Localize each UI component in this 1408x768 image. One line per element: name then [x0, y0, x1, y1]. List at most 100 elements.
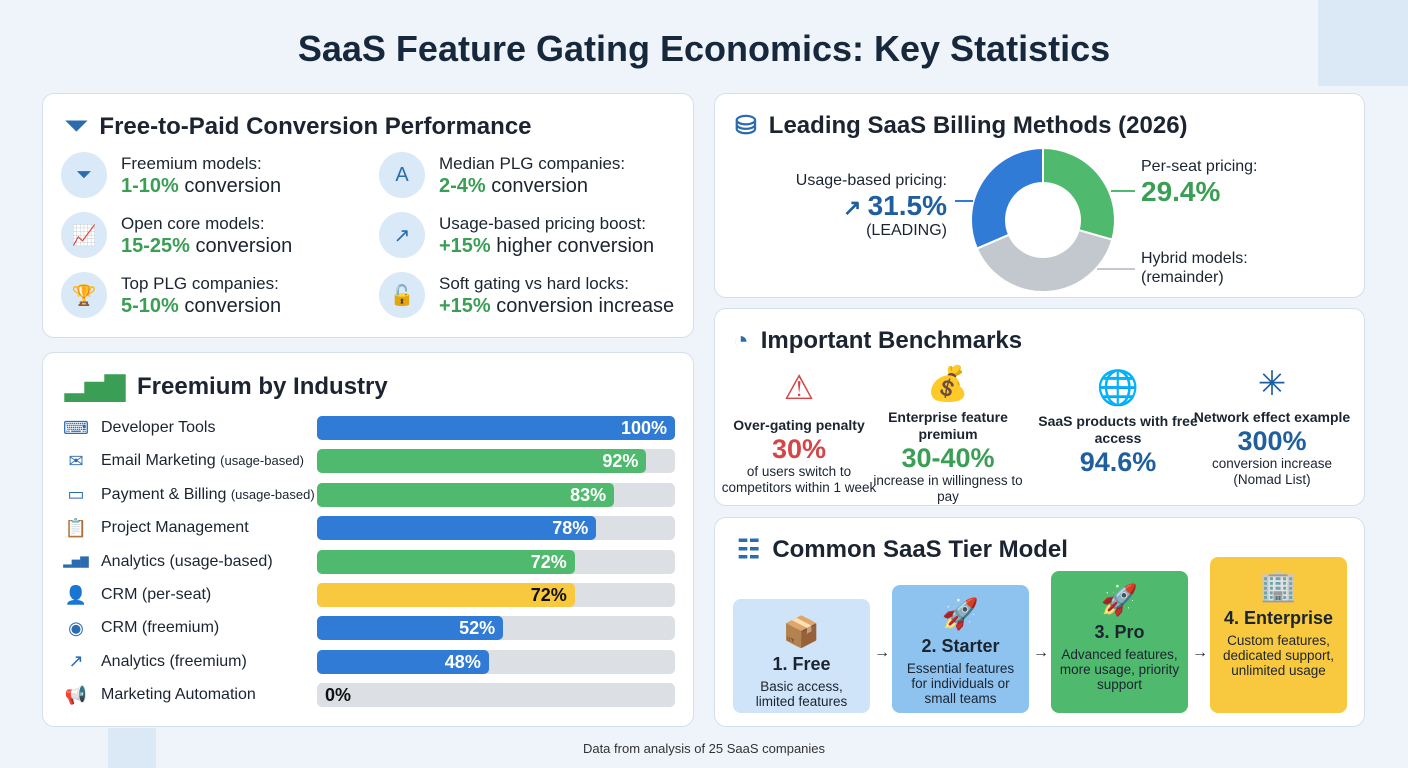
- benchmark-value: 30-40%: [901, 443, 995, 473]
- trophy-icon: 🏆: [61, 272, 107, 318]
- conversion-stat: ⏷ Freemium models: 1-10% conversion: [61, 152, 281, 198]
- hybrid-legend: Hybrid models: (remainder): [1141, 249, 1248, 287]
- envelope-icon: ✉: [68, 450, 84, 471]
- box-icon: 📦: [782, 616, 821, 649]
- benchmark-subtext: conversion increase (Nomad List): [1211, 456, 1333, 487]
- bar-value-label: 92%: [602, 451, 639, 472]
- stat-value: 1-10%: [121, 174, 179, 197]
- coins-stack-icon: ⛁: [735, 110, 757, 140]
- donut-slice: [970, 146, 1044, 250]
- industry-bar-track: 100%: [317, 416, 675, 440]
- industry-row: ⌨ Developer Tools: [63, 415, 215, 441]
- seat-legend: Per-seat pricing: 29.4%: [1141, 158, 1258, 208]
- industry-bar: 78%: [317, 516, 597, 541]
- stat-value: 15-25%: [121, 234, 190, 257]
- stat-value: 5-10%: [121, 294, 179, 317]
- arrow-right-icon: →: [874, 644, 890, 661]
- benchmark-item: ✳ Network effect example 300% conversion…: [1187, 359, 1357, 488]
- benchmark-item: 💰 Enterprise feature premium 30-40% incr…: [863, 359, 1033, 505]
- decor-square: [108, 728, 156, 768]
- bar-value-label: 100%: [620, 418, 667, 438]
- tier-description: Essential features for individuals or sm…: [906, 661, 1015, 706]
- tiers-title: ☷ Common SaaS Tier Model: [737, 534, 1068, 565]
- rocket-icon: 🚀: [1100, 584, 1139, 617]
- tiers-card: ☷ Common SaaS Tier Model 📦 1. Free Basic…: [714, 517, 1365, 727]
- arrow-right-icon: →: [1033, 644, 1049, 661]
- usage-value: 31.5%: [867, 190, 947, 221]
- industry-label: CRM (per-seat): [101, 586, 212, 603]
- industry-label: Marketing Automation: [101, 686, 256, 704]
- tier-name: 4. Enterprise: [1223, 608, 1334, 628]
- conversion-stat: A Median PLG companies: 2-4% conversion: [379, 152, 625, 198]
- benchmark-item: 🌐 SaaS products with free access 94.6%: [1033, 363, 1203, 477]
- industry-label: Payment & Billing (usage-based): [101, 485, 315, 503]
- seat-label: Per-seat pricing:: [1141, 158, 1258, 175]
- user-circle-icon: ◉: [68, 617, 84, 638]
- user-icon: 👤: [64, 584, 88, 605]
- stat-suffix: conversion: [178, 174, 282, 197]
- conversion-stat: ↗ Usage-based pricing boost: +15% higher…: [379, 212, 654, 258]
- billing-card: ⛁ Leading SaaS Billing Methods (2026) Us…: [714, 93, 1365, 298]
- industry-row: 📋 Project Management: [63, 515, 249, 541]
- industry-row: ▭ Payment & Billing (usage-based): [63, 482, 315, 508]
- bar-value-label: 0%: [325, 685, 352, 706]
- hybrid-label: Hybrid models:: [1141, 250, 1248, 267]
- donut-slice: [1042, 146, 1116, 241]
- trend-chart-icon: ↗: [68, 651, 84, 672]
- industry-bar-track: 0%: [317, 683, 675, 708]
- industry-bar-track: 52%: [317, 616, 675, 641]
- industry-title-text: Freemium by Industry: [137, 372, 388, 400]
- industry-bar: 92%: [317, 449, 647, 474]
- gauge-icon: ◔: [733, 325, 749, 355]
- industry-label: Analytics (freemium): [101, 652, 247, 670]
- stat-value: +15%: [439, 234, 491, 257]
- stat-suffix: conversion: [178, 294, 282, 317]
- tier-name: 3. Pro: [1094, 622, 1145, 642]
- usage-note: (LEADING): [866, 222, 947, 239]
- decor-square: [1318, 0, 1408, 86]
- benchmark-title: SaaS products with free access: [1038, 413, 1198, 446]
- benchmark-subtext: of users switch to competitors within 1 …: [721, 464, 877, 495]
- bar-value-label: 48%: [444, 651, 481, 672]
- industry-bar-track: 72%: [317, 549, 675, 574]
- tier-description: Advanced features, more usage, priority …: [1059, 647, 1180, 692]
- tier-card: 🚀 2. Starter Essential features for indi…: [892, 585, 1029, 713]
- industry-row: 👤 CRM (per-seat): [63, 582, 211, 608]
- seat-value: 29.4%: [1141, 176, 1221, 207]
- stat-suffix: higher conversion: [490, 234, 655, 257]
- usage-legend: Usage-based pricing: ↗ 31.5% (LEADING): [755, 172, 947, 240]
- ladder-icon: ☷: [737, 534, 761, 564]
- industry-row: 📢 Marketing Automation: [63, 682, 256, 708]
- conversion-stat: 🔓 Soft gating vs hard locks: +15% conver…: [379, 272, 674, 318]
- conversion-title-text: Free-to-Paid Conversion Performance: [99, 112, 532, 140]
- stat-label: Median PLG companies:: [439, 153, 626, 173]
- benchmark-title: Network effect example: [1193, 409, 1351, 425]
- tier-card: 🚀 3. Pro Advanced features, more usage, …: [1051, 571, 1188, 713]
- donut-slice: [975, 228, 1114, 293]
- tier-card: 🏢 4. Enterprise Custom features, dedicat…: [1210, 557, 1347, 713]
- funnel-icon: ⏷: [61, 152, 107, 198]
- footer-note: Data from analysis of 25 SaaS companies: [582, 741, 826, 756]
- code-window-icon: ⌨: [63, 417, 89, 438]
- billing-title-text: Leading SaaS Billing Methods (2026): [768, 111, 1188, 139]
- warning-user-icon: ⚠: [783, 369, 815, 407]
- bar-value-label: 83%: [570, 484, 607, 505]
- stat-label: Top PLG companies:: [121, 273, 279, 293]
- globe-unlock-icon: 🌐: [1096, 369, 1140, 407]
- stat-suffix: conversion increase: [490, 294, 675, 317]
- industry-label: CRM (freemium): [101, 619, 220, 637]
- bar-value-label: 52%: [459, 618, 496, 639]
- stat-label: Open core models:: [121, 213, 265, 233]
- benchmark-value: 94.6%: [1079, 447, 1157, 477]
- network-icon: ✳: [1257, 365, 1287, 403]
- industry-label: Analytics (usage-based): [101, 552, 273, 570]
- industry-bar: 83%: [317, 482, 615, 507]
- benchmark-value: 300%: [1237, 426, 1307, 456]
- billing-title: ⛁ Leading SaaS Billing Methods (2026): [735, 110, 1188, 141]
- page-title: SaaS Feature Gating Economics: Key Stati…: [297, 28, 1111, 69]
- bar-value-label: 72%: [530, 585, 567, 605]
- benchmark-title: Over-gating penalty: [733, 417, 865, 433]
- hybrid-note: (remainder): [1141, 269, 1224, 286]
- credit-card-icon: ▭: [67, 484, 85, 505]
- clipboard-icon: 📋: [64, 517, 88, 538]
